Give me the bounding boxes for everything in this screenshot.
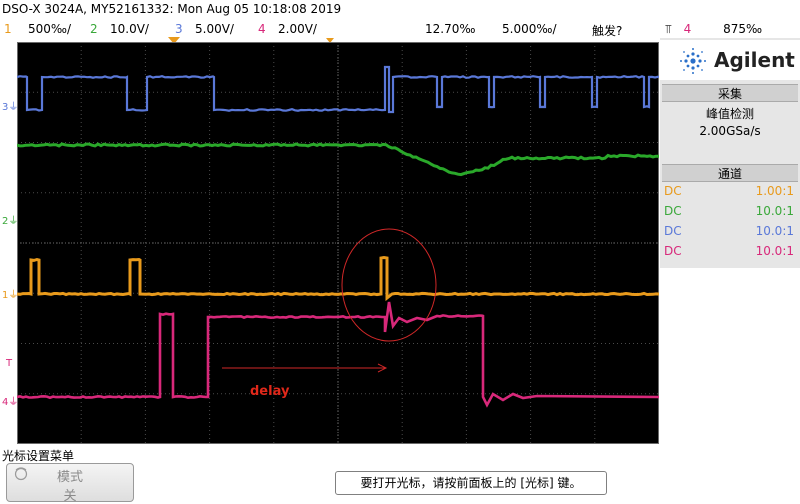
ch4-probe-ratio[interactable]: 10.0:1 (756, 244, 794, 258)
time-position[interactable]: 12.70‰ (425, 22, 475, 36)
status-message: 要打开光标，请按前面板上的 [光标] 键。 (335, 471, 607, 495)
ch4-coupling[interactable]: DC (664, 244, 682, 258)
ch3-number[interactable]: 3 (175, 22, 183, 36)
agilent-spark-icon (678, 46, 708, 76)
ch3-scale[interactable]: 5.00V/ (195, 22, 234, 36)
ch3-probe-ratio[interactable]: 10.0:1 (756, 224, 794, 238)
trigger-channel: 4 (684, 22, 692, 36)
acquire-mode: 峰值检测 (662, 105, 798, 122)
probe-list: DC 1.00:1 DC 10.0:1 DC 10.0:1 DC 10.0:1 (662, 184, 798, 264)
channels-section-header[interactable]: 通道 (662, 164, 798, 182)
ch1-number[interactable]: 1 (4, 22, 12, 36)
time-scale[interactable]: 5.000‰/ (502, 22, 557, 36)
waveform-display[interactable]: delay (17, 42, 659, 444)
knob-icon (13, 467, 29, 481)
waveform-svg: delay (17, 42, 659, 444)
acquire-title: 采集 (662, 85, 798, 102)
sample-rate: 2.00GSa/s (662, 124, 798, 138)
ch3-ground-marker[interactable]: 3⏚ (2, 98, 18, 113)
ch1-probe-ratio[interactable]: 1.00:1 (756, 184, 794, 198)
trigger-edge-icon: ⫪ (665, 22, 672, 36)
ch1-coupling[interactable]: DC (664, 184, 682, 198)
ch4-waveform (17, 302, 659, 405)
ch2-number[interactable]: 2 (90, 22, 98, 36)
softkey-menu-title: 光标设置菜单 (2, 447, 74, 464)
ch3-coupling[interactable]: DC (664, 224, 682, 238)
ch4-ground-marker[interactable]: 4⏚ (2, 393, 18, 408)
trigger-level-marker[interactable]: T (6, 358, 12, 369)
ch1-ground-marker[interactable]: 1⏚ (2, 286, 18, 301)
brand-name: Agilent (714, 48, 795, 72)
ch4-scale[interactable]: 2.00V/ (278, 22, 317, 36)
ch1-scale[interactable]: 500‰/ (28, 22, 71, 36)
ch2-ground-marker[interactable]: 2⏚ (2, 212, 18, 227)
graticule (17, 42, 659, 444)
acquire-section-header[interactable]: 采集 (662, 84, 798, 102)
mode-value: 关 (7, 485, 133, 504)
cursor-mode-softkey[interactable]: 模式 关 (6, 463, 134, 502)
ch4-number[interactable]: 4 (258, 22, 266, 36)
ch2-probe-ratio[interactable]: 10.0:1 (756, 204, 794, 218)
highlight-circle (342, 229, 436, 341)
delay-label: delay (250, 384, 290, 399)
agilent-logo: Agilent (660, 40, 800, 80)
scope-title: DSO-X 3024A, MY52161332: Mon Aug 05 10:1… (2, 2, 341, 16)
trigger-level: 875‰ (723, 22, 762, 36)
channels-title: 通道 (662, 165, 798, 182)
trigger-info[interactable]: ⫪ 4 875‰ (665, 22, 762, 37)
ch2-coupling[interactable]: DC (664, 204, 682, 218)
ch2-scale[interactable]: 10.0V/ (110, 22, 149, 36)
